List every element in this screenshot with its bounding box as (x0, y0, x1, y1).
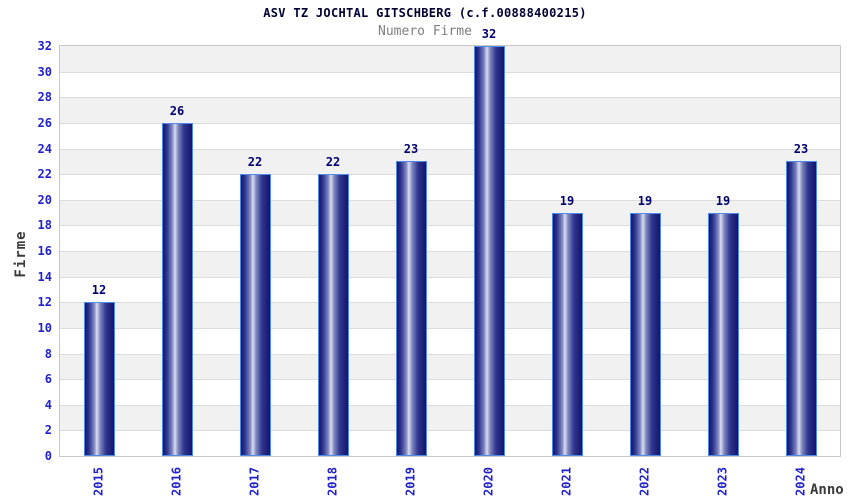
bar-value-label: 26 (169, 103, 185, 118)
x-tick-label: 2016 (169, 467, 184, 496)
y-tick-label: 26 (37, 115, 52, 130)
y-tick-label: 6 (44, 372, 52, 387)
grid-line (60, 276, 840, 278)
y-tick-label: 22 (37, 167, 52, 182)
grid-line (60, 199, 840, 201)
bar-2015 (83, 302, 115, 456)
grid-line (60, 353, 840, 355)
bar-2017 (239, 174, 271, 456)
y-tick-label: 14 (37, 269, 52, 284)
y-tick-label: 10 (37, 320, 52, 335)
bar-value-label: 12 (91, 283, 107, 298)
chart-title: ASV TZ JOCHTAL GITSCHBERG (c.f.008884002… (263, 6, 587, 20)
bar-value-label: 19 (637, 193, 653, 208)
y-tick-label: 24 (37, 141, 52, 156)
grid-line (60, 97, 840, 99)
bar-2016 (161, 122, 193, 456)
y-tick-label: 20 (37, 192, 52, 207)
grid-line (60, 174, 840, 176)
y-tick-label: 8 (44, 346, 52, 361)
bar-2020 (473, 46, 505, 456)
y-tick-label: 12 (37, 295, 52, 310)
grid-line (60, 148, 840, 150)
y-tick-label: 16 (37, 244, 52, 258)
grid-line (60, 404, 840, 406)
bar-2019 (395, 161, 427, 456)
x-tick-label: 2022 (637, 467, 652, 496)
grid-line (60, 225, 840, 227)
bar-value-label: 23 (793, 142, 809, 157)
bar-value-label: 32 (481, 27, 497, 41)
y-axis-title: Firme (13, 230, 29, 278)
y-tick-label: 32 (37, 39, 52, 53)
bar-value-label: 23 (403, 142, 419, 157)
bar-value-label: 22 (325, 155, 341, 170)
grid-line (60, 379, 840, 381)
bar-value-label: 19 (715, 193, 731, 208)
bar-value-label: 22 (247, 155, 263, 170)
x-tick-label: 2018 (325, 467, 340, 496)
bar-2024 (785, 161, 817, 456)
plot-band-white (60, 71, 840, 98)
grid-line (60, 327, 840, 329)
grid-line (60, 251, 840, 252)
grid-line (60, 302, 840, 304)
bar-2022 (629, 212, 661, 456)
x-tick-label: 2017 (247, 467, 262, 496)
y-tick-label: 4 (44, 397, 52, 412)
y-tick-label: 30 (37, 64, 52, 79)
bar-2023 (707, 212, 739, 456)
grid-line (60, 430, 840, 432)
bar-2018 (317, 174, 349, 456)
x-tick-label: 2019 (403, 467, 418, 496)
chart-subtitle: Numero Firme (378, 24, 472, 39)
x-axis-title: Anno (810, 482, 844, 498)
y-tick-label: 0 (44, 449, 52, 463)
plot-band-gray (60, 97, 840, 123)
y-tick-label: 18 (37, 218, 52, 233)
x-tick-label: 2015 (91, 467, 106, 496)
y-tick-label: 2 (44, 423, 52, 438)
grid-line (60, 122, 840, 124)
x-tick-label: 2024 (793, 467, 808, 496)
plot-band-gray (60, 46, 840, 72)
bar-2021 (551, 212, 583, 456)
grid-line (60, 71, 840, 73)
x-tick-label: 2021 (559, 467, 574, 496)
x-tick-label: 2023 (715, 467, 730, 496)
bar-value-label: 19 (559, 193, 575, 208)
x-tick-label: 2020 (481, 467, 496, 496)
y-tick-label: 28 (37, 90, 52, 105)
